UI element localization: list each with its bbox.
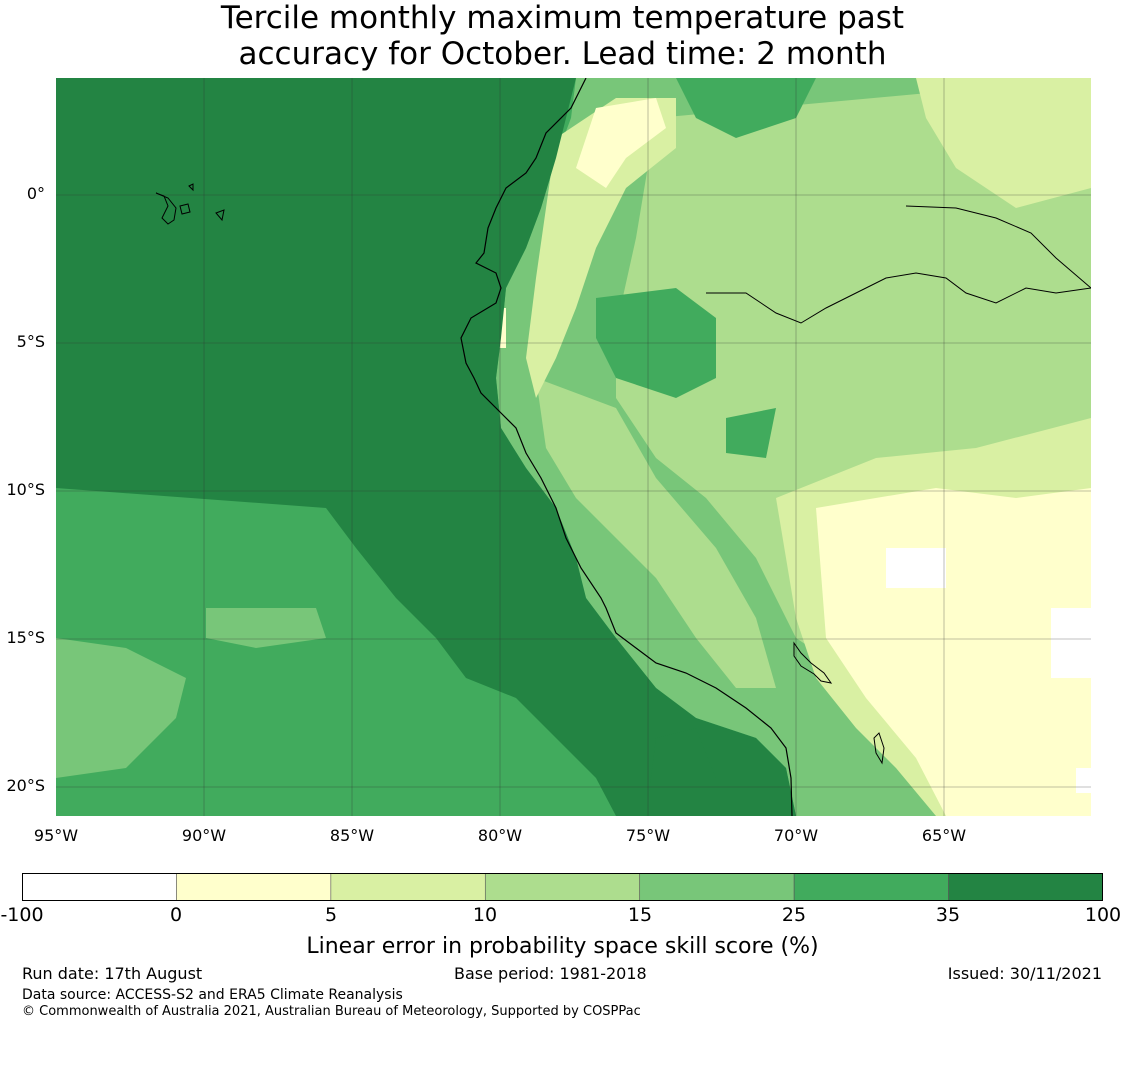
data-source: Data source: ACCESS-S2 and ERA5 Climate … — [22, 987, 403, 1003]
lat-label-0: 0° — [26, 184, 45, 203]
lon-label-95w: 95°W — [33, 826, 79, 845]
colorbar-tick-5: 5 — [324, 904, 338, 926]
lon-label-75w: 75°W — [625, 826, 671, 845]
colorbar-swatch — [793, 873, 949, 901]
region-coast-lightest — [576, 98, 666, 188]
colorbar-tick-10: 10 — [472, 904, 498, 926]
region-land-lighter-2 — [916, 78, 1091, 208]
colorbar-tick-neg100: -100 — [0, 904, 44, 926]
region-land-lightest — [816, 488, 1091, 816]
base-period: Base period: 1981-2018 — [454, 964, 647, 983]
colorbar-label: Linear error in probability space skill … — [306, 934, 819, 959]
colorbar-swatch — [22, 873, 177, 901]
run-date: Run date: 17th August — [22, 964, 203, 983]
colorbar-swatch — [176, 873, 332, 901]
river — [706, 272, 1091, 324]
colorbar-tick-0: 0 — [169, 904, 183, 926]
region-ocean-dark — [56, 78, 796, 816]
colorbar-tick-25: 25 — [781, 904, 807, 926]
colorbar-swatch — [948, 873, 1103, 901]
region-ocean-dark-spot — [646, 728, 716, 816]
colorbar-border — [22, 873, 1103, 901]
river-2 — [905, 205, 1091, 289]
lat-label-5s: 5°S — [16, 332, 45, 351]
region-land-mid-dark-3 — [726, 408, 776, 458]
chart-title-line-2: accuracy for October. Lead time: 2 month — [238, 36, 887, 72]
region-white-spot-1 — [886, 548, 946, 588]
lon-label-80w: 80°W — [477, 826, 523, 845]
region-coast-lighter — [526, 98, 676, 398]
lake-poopo — [873, 732, 885, 765]
colorbar-tick-100: 100 — [1084, 904, 1122, 926]
colorbar-swatch — [330, 873, 486, 901]
region-land-mid-dark-2 — [676, 78, 816, 138]
colorbar — [22, 873, 1103, 901]
colorbar-swatch — [484, 873, 641, 901]
region-white-spot-2 — [1051, 608, 1091, 678]
galapagos-islands — [155, 183, 225, 225]
colorbar-tick-35: 35 — [935, 904, 961, 926]
lat-label-10s: 10°S — [6, 480, 45, 499]
lon-label-90w: 90°W — [181, 826, 227, 845]
chart-title-line-1: Tercile monthly maximum temperature past — [220, 0, 905, 36]
region-white-spot-3 — [1076, 768, 1091, 793]
colorbar-tick-15: 15 — [627, 904, 653, 926]
coastline — [460, 78, 793, 816]
region-land-light-2 — [536, 378, 776, 688]
lon-label-85w: 85°W — [329, 826, 375, 845]
lat-label-20s: 20°S — [6, 776, 45, 795]
lon-label-65w: 65°W — [921, 826, 967, 845]
region-land-mid-dark — [596, 288, 716, 398]
region-ocean-light-2 — [206, 608, 326, 648]
issued-date: Issued: 30/11/2021 — [947, 964, 1102, 983]
lat-label-15s: 15°S — [6, 628, 45, 647]
region-ocean-light — [56, 638, 186, 778]
lon-label-70w: 70°W — [773, 826, 819, 845]
colorbar-swatch — [639, 873, 795, 901]
copyright: © Commonwealth of Australia 2021, Austra… — [22, 1004, 641, 1019]
lake-titicaca — [793, 641, 833, 684]
skill-score-map — [56, 78, 1091, 816]
